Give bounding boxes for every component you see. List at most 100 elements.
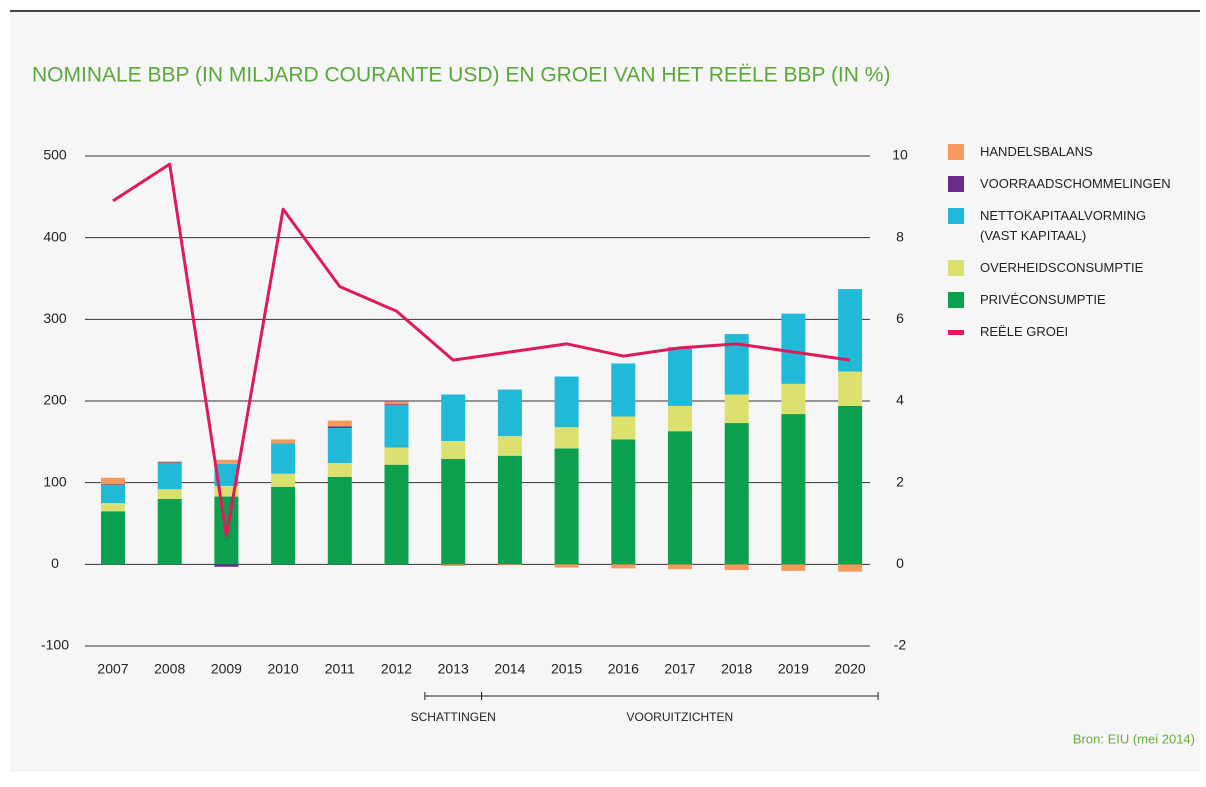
y2-tick-label: -2 <box>894 637 907 653</box>
legend-swatch <box>948 176 964 192</box>
bar-segment <box>497 455 522 565</box>
legend-label: PRIVÉCONSUMPTIE <box>980 292 1106 307</box>
bar-segment <box>271 473 296 487</box>
bar-segment <box>327 427 352 464</box>
bar-segment <box>668 564 692 570</box>
legend-entry: NETTOKAPITAALVORMING (VAST KAPITAAL) <box>948 206 1198 246</box>
bar-segment <box>497 389 522 437</box>
bar-segment <box>157 489 182 499</box>
y-tick-label: 500 <box>43 147 67 163</box>
bar-segment <box>157 462 182 464</box>
x-tick-label: 2013 <box>438 661 469 677</box>
y-tick-label: 400 <box>43 228 67 244</box>
y-tick-label: 100 <box>43 473 67 489</box>
bar-segment <box>781 313 806 384</box>
y-tick-label: 0 <box>51 555 59 571</box>
bar-segment <box>554 427 579 449</box>
legend-swatch <box>948 208 964 224</box>
legend-entry: PRIVÉCONSUMPTIE <box>948 290 1198 310</box>
chart-title: NOMINALE BBP (IN MILJARD COURANTE USD) E… <box>32 64 890 87</box>
legend-label: VOORRAADSCHOMMELINGEN <box>980 176 1171 191</box>
bar-segment <box>611 564 636 569</box>
legend-swatch <box>948 292 964 308</box>
bar-segment <box>384 404 409 406</box>
bar-segment <box>214 485 239 497</box>
x-tick-label: 2015 <box>551 661 582 677</box>
bar-segment <box>838 371 863 406</box>
background <box>10 10 1200 772</box>
bar-segment <box>668 347 692 406</box>
bar-segment <box>668 431 692 565</box>
bar-segment <box>724 394 749 424</box>
bar-segment <box>384 464 409 565</box>
bar-segment <box>214 459 239 464</box>
bar-segment <box>611 439 636 565</box>
legend-label: HANDELSBALANS <box>980 144 1093 159</box>
bar-segment <box>101 511 125 565</box>
x-tick-label: 2018 <box>721 661 752 677</box>
bar-segment <box>101 484 125 486</box>
bar-segment <box>724 423 749 565</box>
x-tick-label: 2020 <box>835 661 866 677</box>
bar-segment <box>554 448 579 565</box>
x-tick-label: 2009 <box>211 661 242 677</box>
bar-segment <box>327 426 352 428</box>
bar-segment <box>101 503 125 512</box>
bar-segment <box>214 564 239 567</box>
y-tick-label: 300 <box>43 310 67 326</box>
bar-segment <box>441 441 466 459</box>
source: Bron: EIU (mei 2014) <box>1073 731 1195 746</box>
legend: HANDELSBALANS VOORRAADSCHOMMELINGEN NETTOK… <box>948 142 1198 354</box>
bar-segment <box>554 376 579 428</box>
bar-segment <box>554 564 579 568</box>
bar-segment <box>327 476 352 565</box>
bar-segment <box>157 499 182 565</box>
x-tick-label: 2017 <box>664 661 695 677</box>
bar-segment <box>101 485 125 504</box>
legend-entry: OVERHEIDSCONSUMPTIE <box>948 258 1198 278</box>
x-tick-label: 2019 <box>778 661 809 677</box>
y2-tick-label: 6 <box>896 310 904 326</box>
bar-segment <box>838 564 863 572</box>
bar-segment <box>668 405 692 432</box>
bar-segment <box>497 436 522 456</box>
bar-segment <box>384 401 409 405</box>
legend-label: REËLE GROEI <box>980 324 1069 339</box>
bar-segment <box>611 363 636 417</box>
annotation: SCHATTINGEN <box>411 710 496 724</box>
y2-tick-label: 8 <box>896 228 904 244</box>
bar-segment <box>441 564 466 566</box>
x-tick-label: 2016 <box>608 661 639 677</box>
bar-segment <box>271 439 296 444</box>
bar-segment <box>384 447 409 465</box>
annotation: VOORUITZICHTEN <box>626 710 733 724</box>
bar-segment <box>441 458 466 565</box>
legend-entry: VOORRAADSCHOMMELINGEN <box>948 174 1198 194</box>
bar-segment <box>271 486 296 565</box>
legend-entry: HANDELSBALANS <box>948 142 1198 162</box>
y2-tick-label: 4 <box>896 392 904 408</box>
bar-segment <box>327 463 352 477</box>
y-tick-label: 200 <box>43 392 67 408</box>
x-tick-label: 2014 <box>494 661 525 677</box>
bar-segment <box>384 405 409 448</box>
y-tick-label: -100 <box>41 637 69 653</box>
bar-segment <box>101 477 125 485</box>
x-tick-label: 2007 <box>97 661 128 677</box>
bar-segment <box>611 416 636 440</box>
legend-swatch <box>948 260 964 276</box>
line-series <box>112 162 851 538</box>
bar-segment <box>838 405 863 565</box>
x-tick-label: 2008 <box>154 661 185 677</box>
x-tick-label: 2011 <box>325 661 355 677</box>
legend-swatch <box>948 330 964 335</box>
y2-tick-label: 10 <box>892 147 908 163</box>
bar-segment <box>157 461 182 463</box>
bar-segment <box>271 443 296 474</box>
bar-segment <box>781 564 806 571</box>
x-tick-label: 2010 <box>268 661 299 677</box>
bar-segment <box>497 564 522 566</box>
bar-segment <box>781 383 806 415</box>
